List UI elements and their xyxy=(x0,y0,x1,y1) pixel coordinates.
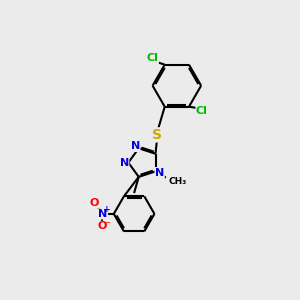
Text: ⁻: ⁻ xyxy=(104,220,110,230)
Text: S: S xyxy=(152,128,162,142)
Text: N: N xyxy=(155,168,164,178)
Text: CH₃: CH₃ xyxy=(169,177,187,186)
Text: N: N xyxy=(130,142,140,152)
Text: +: + xyxy=(103,205,110,214)
Text: Cl: Cl xyxy=(196,106,208,116)
Text: O: O xyxy=(97,221,106,231)
Text: O: O xyxy=(90,198,99,208)
Text: N: N xyxy=(120,158,129,168)
Text: Cl: Cl xyxy=(146,53,158,63)
Text: N: N xyxy=(98,209,108,219)
